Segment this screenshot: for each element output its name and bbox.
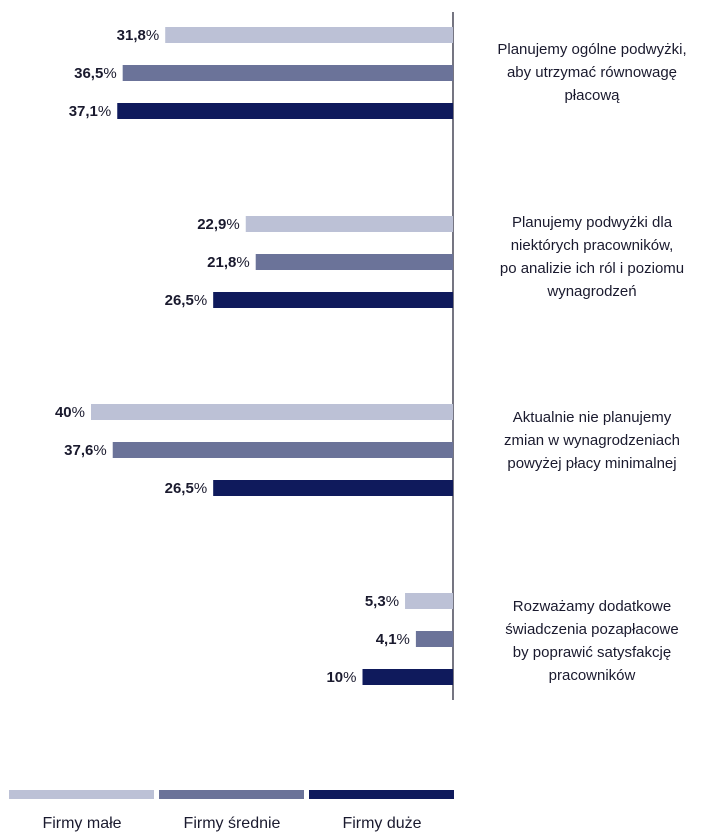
category-label-line: po analizie ich ról i poziomu bbox=[499, 260, 685, 277]
data-label: 10% bbox=[326, 669, 356, 686]
legend-swatch bbox=[309, 790, 454, 799]
category-label-line: Rozważamy dodatkowe bbox=[512, 598, 672, 615]
category-label-line: Planujemy podwyżki dla bbox=[511, 214, 673, 231]
category-label: Planujemy podwyżki dla niektórych pracown… bbox=[472, 211, 712, 303]
data-label: 21,8% bbox=[207, 254, 250, 271]
bar bbox=[117, 103, 454, 119]
category-label-line: aby utrzymać równowagę bbox=[506, 64, 678, 81]
data-label: 37,6% bbox=[64, 442, 107, 459]
category-label: Rozważamy dodatkowe świadczenia pozapłaco… bbox=[472, 595, 712, 687]
category-label-line: niektórych pracowników, bbox=[510, 237, 674, 254]
category-label-line: Planujemy ogólne podwyżki, bbox=[497, 41, 687, 58]
data-label: 36,5% bbox=[74, 65, 117, 82]
category-label-line: płacową bbox=[564, 87, 620, 104]
bar bbox=[213, 292, 453, 308]
bar bbox=[213, 480, 453, 496]
bar bbox=[245, 216, 453, 232]
data-label: 22,9% bbox=[197, 216, 240, 233]
category-label-line: pracowników bbox=[548, 667, 636, 684]
bar bbox=[91, 404, 453, 420]
bar bbox=[362, 669, 453, 685]
category-label-line: zmian w wynagrodzeniach bbox=[504, 432, 680, 449]
bar bbox=[165, 27, 453, 43]
data-label: 26,5% bbox=[165, 292, 208, 309]
legend-label: Firmy duże bbox=[342, 815, 422, 832]
legend-swatch bbox=[9, 790, 154, 799]
category-label-line: Aktualnie nie planujemy bbox=[512, 409, 672, 426]
data-label: 31,8% bbox=[117, 27, 160, 44]
legend-label: Firmy średnie bbox=[183, 815, 281, 832]
legend-swatch bbox=[159, 790, 304, 799]
category-label: Planujemy ogólne podwyżki, aby utrzymać r… bbox=[472, 38, 712, 107]
bar bbox=[122, 65, 454, 81]
category-label-line: by poprawić satysfakcję bbox=[512, 644, 672, 661]
legend-label: Firmy małe bbox=[42, 815, 122, 832]
data-label: 40% bbox=[55, 404, 85, 421]
category-label-line: świadczenia pozapłacowe bbox=[505, 621, 679, 638]
category-label: Aktualnie nie planujemy zmian w wynagrodz… bbox=[472, 406, 712, 475]
data-label: 4,1% bbox=[376, 631, 410, 648]
data-label: 37,1% bbox=[69, 103, 112, 120]
bar bbox=[255, 254, 453, 270]
bar bbox=[415, 631, 453, 647]
bar bbox=[405, 593, 453, 609]
category-label-line: wynagrodzeń bbox=[547, 283, 637, 300]
data-label: 5,3% bbox=[365, 593, 399, 610]
category-label-line: powyżej płacy minimalnej bbox=[507, 455, 677, 472]
bar bbox=[112, 442, 453, 458]
data-label: 26,5% bbox=[165, 480, 208, 497]
